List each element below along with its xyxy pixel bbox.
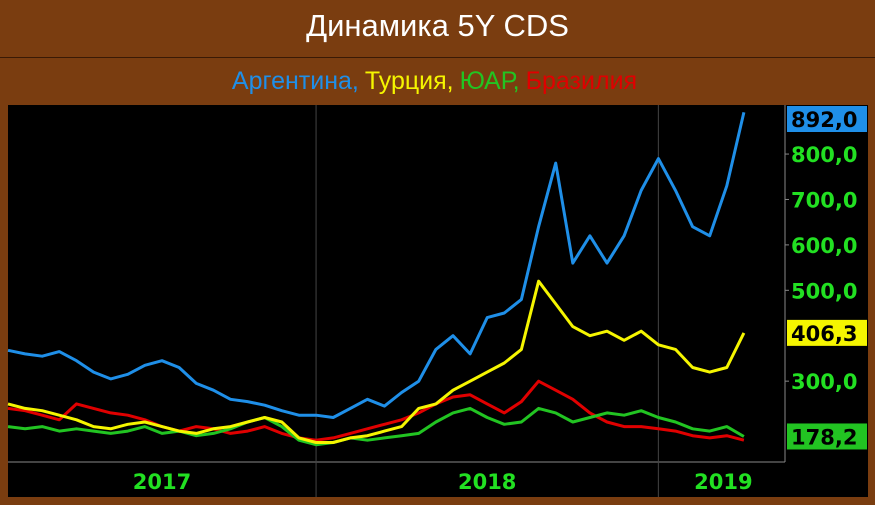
- y-tick-label: 700,0: [791, 188, 857, 212]
- y-tick-label: 800,0: [791, 143, 857, 167]
- legend-entry: ЮАР,: [459, 67, 520, 95]
- x-tick-label: 2017: [133, 470, 191, 494]
- value-badge: [787, 319, 867, 346]
- series-line: [7, 406, 745, 447]
- value-badge: [787, 106, 867, 132]
- y-tick-label: 500,0: [791, 279, 857, 303]
- value-badge: [787, 423, 867, 450]
- legend: Аргентина, Турция, ЮАР, Бразилия: [0, 57, 875, 104]
- legend-entry: Аргентина,: [231, 67, 359, 95]
- series-line: [7, 279, 746, 444]
- plot-area: [8, 105, 785, 462]
- x-tick-label: 2018: [458, 470, 516, 494]
- x-axis-area: [8, 462, 868, 497]
- chart-title: Динамика 5Y CDS: [306, 8, 569, 43]
- value-label: 178,2: [791, 425, 857, 449]
- y-tick-label: 600,0: [791, 234, 857, 258]
- series-line: [7, 111, 746, 419]
- legend-entry: Турция,: [364, 67, 454, 95]
- y-axis-area: [785, 105, 868, 462]
- value-label: 892,0: [791, 108, 857, 132]
- legend-entry: Бразилия: [525, 67, 638, 95]
- value-label: 406,3: [791, 322, 857, 346]
- series-line: [7, 379, 745, 442]
- y-tick-label: 300,0: [791, 370, 857, 394]
- x-tick-label: 2019: [694, 470, 752, 494]
